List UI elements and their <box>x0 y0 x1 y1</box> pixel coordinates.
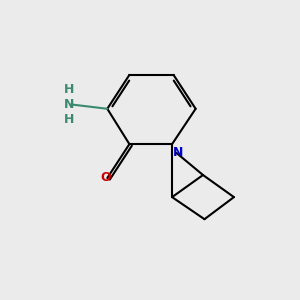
Text: H: H <box>64 113 74 126</box>
Text: N: N <box>173 146 183 160</box>
Text: H: H <box>64 82 74 95</box>
Text: O: O <box>100 171 111 184</box>
Text: N: N <box>64 98 74 111</box>
